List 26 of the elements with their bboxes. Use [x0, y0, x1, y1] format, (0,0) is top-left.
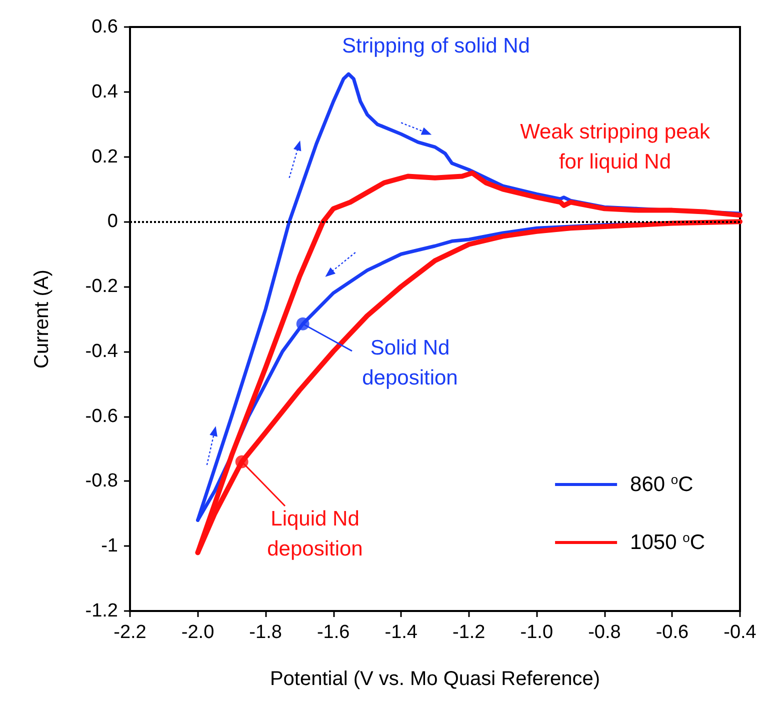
y-tick-label: 0.6	[92, 16, 118, 38]
annotation: Stripping of solid Nd	[342, 34, 530, 58]
x-tick-label: -1.4	[384, 622, 418, 643]
y-tick-label: -0.2	[85, 276, 118, 298]
y-tick-label: 0.4	[92, 81, 118, 102]
y-tick-label: 0.2	[92, 146, 118, 168]
x-tick-label: -0.4	[724, 622, 757, 643]
y-tick-label: -0.8	[85, 470, 118, 492]
y-tick-label: -1.2	[85, 600, 118, 622]
x-tick-label: -2.2	[114, 622, 146, 643]
y-axis-title: Current (A)	[31, 270, 53, 368]
y-tick-label: -0.4	[85, 340, 118, 362]
x-axis-title: Potential (V vs. Mo Quasi Reference)	[270, 668, 600, 690]
y-tick-label: -1	[101, 536, 118, 557]
x-tick-label: -1.0	[520, 622, 554, 643]
y-tick-label: 0	[107, 211, 118, 232]
annotation: Weak stripping peak for liquid Nd	[520, 120, 710, 174]
x-tick-label: -0.6	[656, 622, 689, 643]
y-tick-label: -0.6	[85, 406, 118, 427]
x-tick-label: -1.6	[316, 622, 350, 643]
annotation: Liquid Nd deposition	[267, 508, 363, 560]
x-tick-label: -1.8	[249, 622, 282, 643]
x-tick-label: -0.8	[588, 622, 621, 643]
annotation: Solid Nd deposition	[362, 336, 458, 390]
x-tick-label: -1.2	[452, 622, 486, 643]
x-tick-label: -2.0	[181, 622, 214, 643]
